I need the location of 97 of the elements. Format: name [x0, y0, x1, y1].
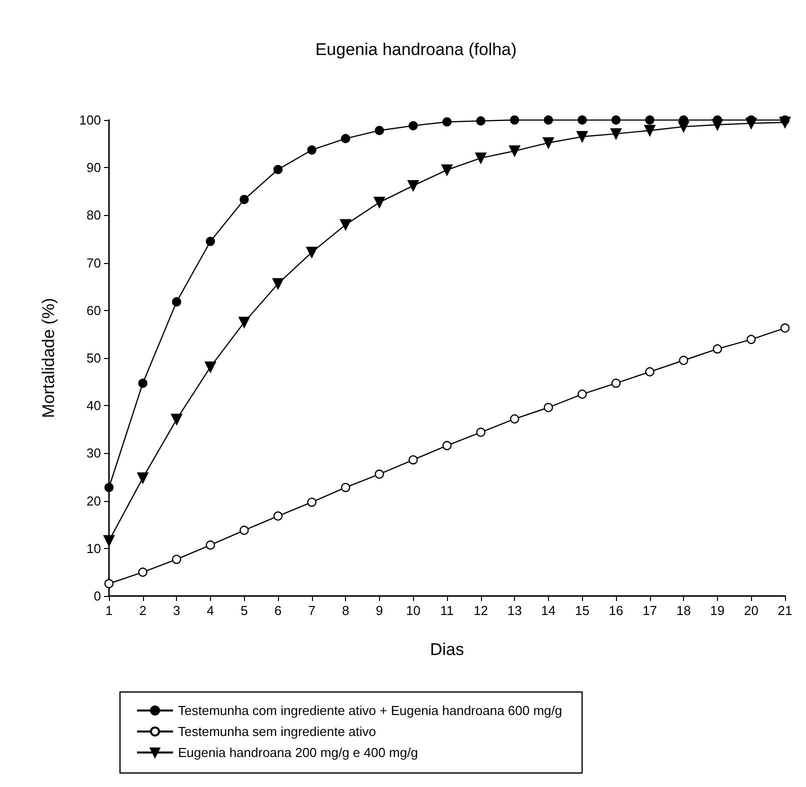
x-tick-label: 14 — [541, 603, 556, 618]
x-tick-label: 7 — [308, 603, 316, 618]
point — [746, 334, 756, 344]
x-tick-label: 10 — [406, 603, 420, 618]
point — [576, 131, 588, 142]
legend-label: Testemunha sem ingrediente ativo — [178, 724, 376, 739]
point — [408, 121, 418, 130]
x-tick-label: 3 — [172, 603, 180, 618]
point — [104, 482, 114, 492]
point — [712, 119, 723, 130]
x-tick-label: 8 — [342, 603, 350, 618]
x-tick-label: 6 — [274, 603, 282, 618]
point — [408, 180, 419, 192]
x-tick-label: 16 — [608, 603, 624, 618]
point — [307, 498, 316, 507]
x-tick-label: 2 — [139, 603, 146, 618]
point — [578, 115, 587, 125]
x-tick-label: 13 — [507, 603, 522, 618]
y-tick-label: 0 — [94, 588, 101, 604]
point — [306, 246, 318, 258]
point — [475, 152, 486, 164]
point — [374, 126, 384, 136]
point — [408, 455, 418, 464]
point — [509, 145, 520, 157]
point — [273, 511, 283, 521]
x-tick-label: 18 — [676, 603, 691, 618]
x-tick-label: 19 — [710, 603, 725, 618]
point — [172, 297, 182, 306]
point — [307, 145, 316, 155]
x-tick-label: 20 — [744, 603, 758, 618]
y-tick-label: 90 — [86, 160, 101, 176]
point — [645, 367, 654, 376]
x-tick-label: 9 — [376, 603, 384, 618]
point — [441, 164, 453, 176]
legend-label: Eugenia handroana 200 mg/g e 400 mg/g — [178, 745, 418, 760]
legend-label: Testemunha com ingrediente ativo + Eugenia handroana 600 mg/g — [178, 703, 562, 718]
point — [442, 117, 452, 126]
point — [780, 323, 790, 333]
point — [340, 219, 352, 230]
point — [645, 115, 654, 125]
point — [544, 402, 553, 412]
point — [611, 378, 621, 388]
point — [138, 378, 148, 388]
point — [172, 554, 182, 564]
x-tick-label: 17 — [642, 603, 658, 618]
x-tick-label: 5 — [240, 603, 248, 618]
point — [341, 482, 350, 492]
point — [171, 414, 182, 426]
point — [578, 390, 587, 399]
x-tick-label: 21 — [778, 603, 792, 618]
y-tick-label: 20 — [86, 493, 101, 508]
y-tick-label: 10 — [86, 540, 101, 556]
point — [206, 236, 215, 246]
y-tick-label: 50 — [86, 350, 101, 366]
point — [137, 472, 148, 484]
y-tick-label: 80 — [86, 208, 101, 223]
y-tick-label: 30 — [86, 446, 101, 461]
point — [341, 134, 350, 144]
point — [273, 164, 283, 174]
y-tick-label: 40 — [86, 398, 101, 414]
point — [476, 428, 486, 437]
y-tick-label: 60 — [86, 302, 101, 318]
chart-title: Eugenia handroana (folha) — [315, 40, 517, 59]
point — [510, 115, 520, 125]
point — [103, 535, 115, 546]
point — [240, 194, 249, 204]
point — [542, 137, 554, 148]
point — [272, 278, 284, 290]
y-axis-title: Mortalidade (%) — [39, 298, 58, 418]
point — [678, 121, 690, 132]
y-tick-label: 70 — [86, 255, 101, 270]
x-tick-label: 4 — [206, 603, 214, 618]
point — [611, 115, 621, 125]
x-tick-label: 11 — [440, 603, 454, 618]
point — [204, 361, 216, 373]
point — [779, 116, 791, 128]
point — [679, 356, 688, 365]
point — [374, 196, 385, 208]
x-axis-title: Dias — [430, 640, 464, 659]
point — [644, 124, 656, 136]
point — [442, 440, 452, 450]
point — [610, 128, 622, 140]
point — [206, 540, 215, 550]
x-tick-label: 15 — [574, 603, 590, 618]
point — [544, 115, 553, 125]
point — [240, 526, 249, 535]
x-tick-label: 12 — [474, 603, 488, 618]
point — [138, 568, 148, 577]
y-tick-label: 100 — [79, 112, 101, 128]
point — [104, 579, 114, 588]
point — [746, 118, 757, 129]
point — [712, 344, 722, 354]
point — [374, 470, 384, 479]
x-tick-label: 1 — [105, 603, 113, 618]
point — [476, 116, 486, 126]
point — [510, 414, 520, 424]
point — [238, 316, 250, 328]
